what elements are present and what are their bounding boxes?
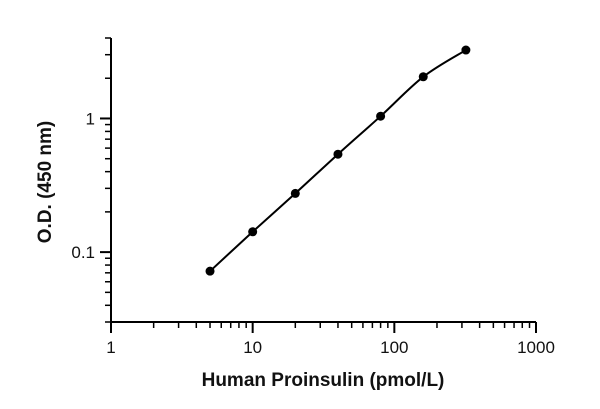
axes: 1 10 100 1000 0.11 (71, 37, 555, 357)
y-axis-ticks: 0.11 (71, 37, 111, 323)
data-point (290, 188, 300, 198)
x-tick-label: 10 (243, 338, 262, 357)
y-axis-label: O.D. (450 nm) (35, 121, 56, 243)
x-tick-label: 1000 (517, 338, 555, 357)
fit-curve (209, 49, 467, 272)
data-point (376, 111, 386, 121)
data-point (205, 266, 215, 276)
y-tick-label: 1 (86, 109, 95, 128)
x-axis-label: Human Proinsulin (pmol/L) (202, 370, 445, 391)
data-point (333, 149, 343, 159)
x-tick-label: 1 (106, 338, 115, 357)
data-point (248, 227, 258, 237)
x-axis-ticks: 1 10 100 1000 (106, 322, 555, 357)
x-tick-label: 100 (380, 338, 408, 357)
data-point (461, 45, 471, 55)
data-point (418, 72, 428, 82)
data-points (205, 45, 471, 276)
y-tick-label: 0.1 (71, 243, 95, 262)
